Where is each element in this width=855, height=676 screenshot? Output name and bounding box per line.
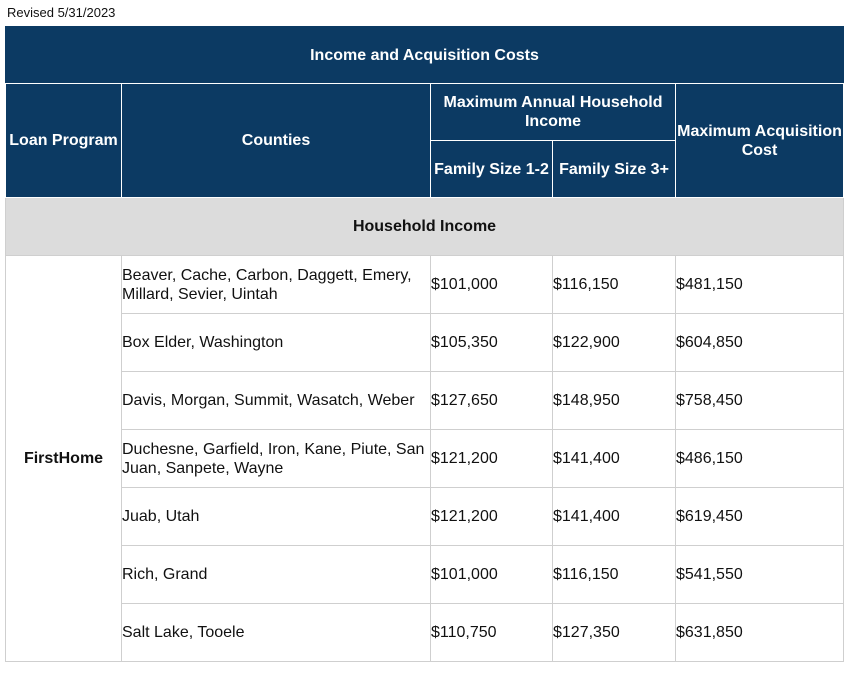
income-1-2-cell: $105,350 [430, 313, 553, 372]
loan-program-cell: FirstHome [5, 255, 122, 662]
counties-cell: Juab, Utah [121, 487, 431, 546]
income-1-2-cell: $101,000 [430, 545, 553, 604]
acquisition-cell: $481,150 [675, 255, 844, 314]
income-3-plus-cell: $122,900 [552, 313, 676, 372]
income-acquisition-table: Income and Acquisition Costs Loan Progra… [5, 26, 844, 662]
income-3-plus-cell: $141,400 [552, 487, 676, 546]
acquisition-cell: $604,850 [675, 313, 844, 372]
acquisition-cell: $758,450 [675, 371, 844, 430]
table-row: FirstHome Beaver, Cache, Carbon, Daggett… [5, 255, 844, 662]
subheader-row: Family Size 1-2 Family Size 3+ [6, 140, 844, 198]
income-1-2-cell: $121,200 [430, 429, 553, 488]
counties-cell: Rich, Grand [121, 545, 431, 604]
income-3-plus-cell: $116,150 [552, 545, 676, 604]
counties-cell: Davis, Morgan, Summit, Wasatch, Weber [121, 371, 431, 430]
revised-date: Revised 5/31/2023 [7, 5, 116, 20]
counties-cell: Salt Lake, Tooele [121, 603, 431, 662]
family-size-1-2-header: Family Size 1-2 [430, 140, 553, 198]
table-row: Box Elder, Washington $105,350 $122,900 … [6, 313, 844, 372]
income-1-2-cell: $110,750 [430, 603, 553, 662]
table-row: Salt Lake, Tooele $110,750 $127,350 $631… [6, 603, 844, 662]
income-3-plus-cell: $141,400 [552, 429, 676, 488]
acquisition-cell: $631,850 [675, 603, 844, 662]
table-row: Rich, Grand $101,000 $116,150 $541,550 [6, 545, 844, 604]
table-title-row: Income and Acquisition Costs [5, 26, 844, 84]
counties-cell: Beaver, Cache, Carbon, Daggett, Emery, M… [121, 255, 431, 314]
acquisition-cell: $619,450 [675, 487, 844, 546]
acquisition-cell: $486,150 [675, 429, 844, 488]
counties-header: Counties [121, 83, 431, 198]
acquisition-cell: $541,550 [675, 545, 844, 604]
table-row: Duchesne, Garfield, Iron, Kane, Piute, S… [6, 429, 844, 488]
table-title: Income and Acquisition Costs [5, 26, 844, 84]
income-1-2-cell: $121,200 [430, 487, 553, 546]
max-income-header: Maximum Annual Household Income [430, 83, 676, 141]
family-size-3-plus-header: Family Size 3+ [552, 140, 676, 198]
max-acquisition-header: Maximum Acquisition Cost [675, 83, 844, 198]
section-row: Household Income [5, 197, 844, 256]
income-3-plus-cell: $148,950 [552, 371, 676, 430]
income-3-plus-cell: $116,150 [552, 255, 676, 314]
income-1-2-cell: $127,650 [430, 371, 553, 430]
header-row: Loan Program Counties Maximum Annual Hou… [5, 83, 844, 198]
table-row: Davis, Morgan, Summit, Wasatch, Weber $1… [6, 371, 844, 430]
section-household-income: Household Income [5, 197, 844, 256]
loan-program-header: Loan Program [5, 83, 122, 198]
counties-cell: Box Elder, Washington [121, 313, 431, 372]
table-row: Juab, Utah $121,200 $141,400 $619,450 [6, 487, 844, 546]
counties-cell: Duchesne, Garfield, Iron, Kane, Piute, S… [121, 429, 431, 488]
income-1-2-cell: $101,000 [430, 255, 553, 314]
income-3-plus-cell: $127,350 [552, 603, 676, 662]
